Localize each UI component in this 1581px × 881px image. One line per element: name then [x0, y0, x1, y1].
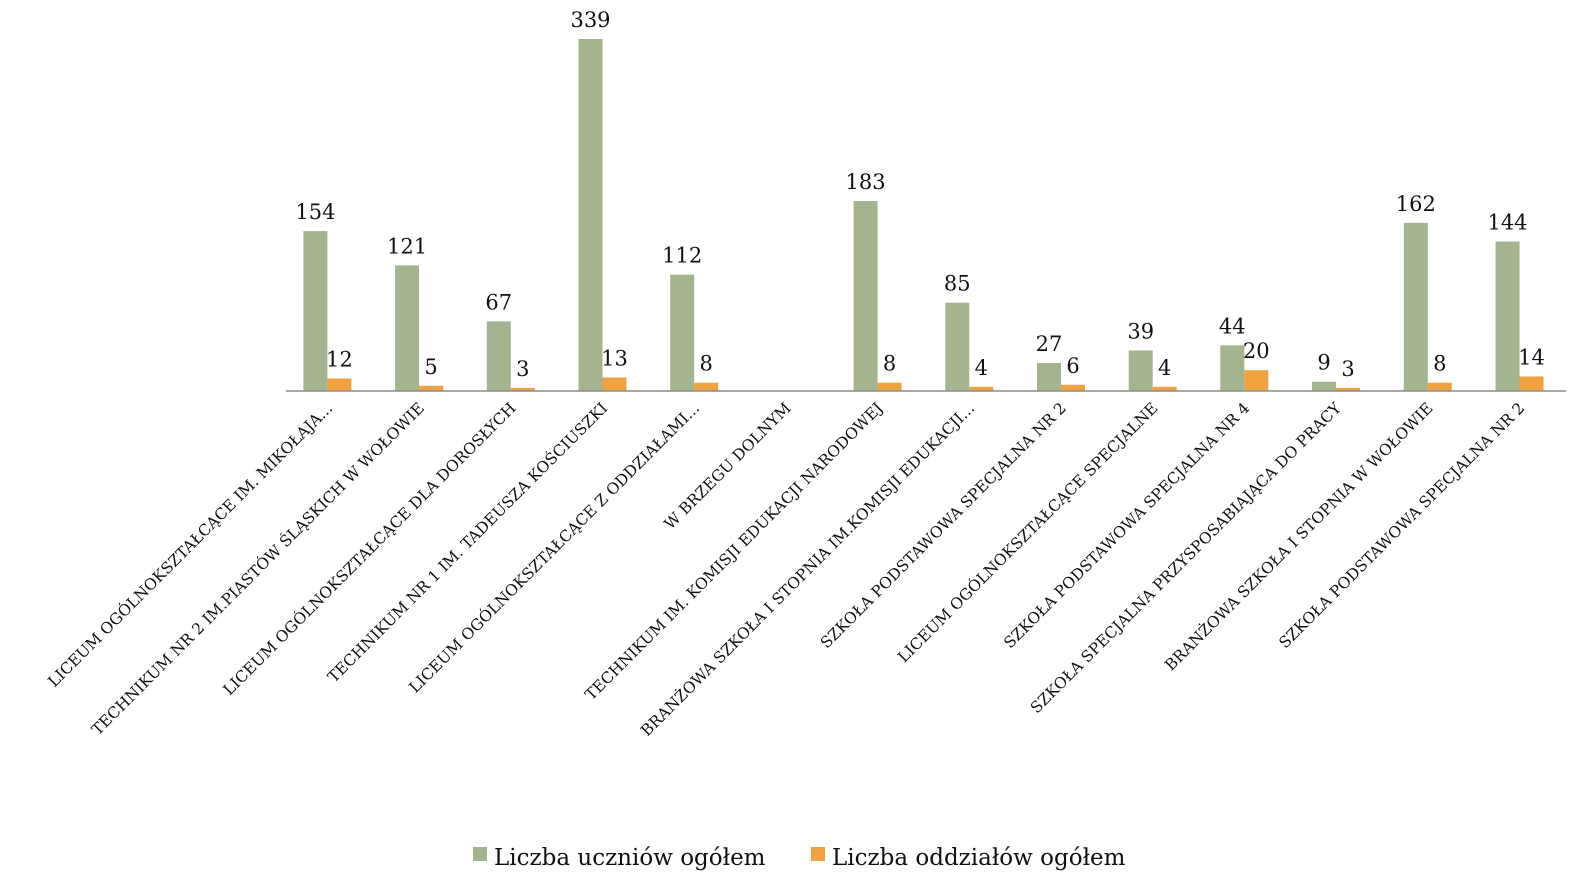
data-label-series-0-cat-13: 144 — [1487, 211, 1527, 235]
bar-series-1-cat-0 — [327, 378, 352, 391]
data-label-series-0-cat-12: 162 — [1396, 192, 1436, 216]
bar-series-1-cat-1 — [419, 385, 444, 391]
data-label-series-1-cat-4: 8 — [700, 352, 713, 376]
data-label-series-1-cat-13: 14 — [1518, 346, 1545, 370]
data-label-series-1-cat-8: 6 — [1066, 354, 1079, 378]
x-tick-label-1: TECHNIKUM NR 2 IM.PIASTÓW ŚLĄSKICH W WOŁ… — [88, 399, 428, 739]
data-label-series-0-cat-8: 27 — [1036, 332, 1063, 356]
legend-swatch-series-1 — [811, 847, 825, 861]
bar-series-1-cat-8 — [1061, 384, 1085, 391]
bar-series-0-cat-13 — [1495, 241, 1520, 391]
legend: Liczba uczniów ogółem Liczba oddziałów o… — [473, 845, 1126, 871]
data-label-series-1-cat-2: 3 — [516, 357, 529, 381]
bar-series-0-cat-4 — [670, 274, 695, 391]
data-label-series-0-cat-11: 9 — [1317, 351, 1330, 375]
bar-series-1-cat-6 — [877, 382, 902, 391]
x-tick-labels-group: LICEUM OGÓLNOKSZTAŁCĄCE IM. MIKOŁAJA...T… — [45, 399, 1529, 740]
legend-label-series-1: Liczba oddziałów ogółem — [832, 845, 1126, 871]
bar-series-0-cat-0 — [303, 231, 328, 391]
bar-series-1-cat-7 — [969, 386, 994, 391]
bars-group — [303, 39, 1544, 391]
x-tick-label-6: TECHNIKUM IM. KOMISJI EDUKACJI NARODOWEJ — [582, 399, 887, 704]
bar-series-1-cat-4 — [694, 382, 719, 391]
legend-label-series-0: Liczba uczniów ogółem — [494, 845, 766, 871]
data-label-series-0-cat-10: 44 — [1219, 314, 1246, 338]
x-tick-label-11: SZKOŁA SPECJALNA PRZYSPOSABIAJĄCA DO PRA… — [1027, 399, 1345, 717]
data-label-series-1-cat-3: 13 — [601, 347, 628, 371]
bar-series-0-cat-10 — [1220, 345, 1245, 391]
bar-series-0-cat-12 — [1403, 222, 1428, 391]
bar-series-1-cat-2 — [510, 387, 535, 391]
bar-series-0-cat-2 — [486, 321, 511, 391]
data-label-series-0-cat-1: 121 — [387, 234, 427, 258]
bar-series-1-cat-11 — [1336, 387, 1360, 391]
data-label-series-1-cat-1: 5 — [424, 355, 437, 379]
bar-series-1-cat-13 — [1519, 376, 1544, 391]
bar-series-0-cat-11 — [1312, 381, 1336, 391]
data-label-series-0-cat-3: 339 — [570, 8, 610, 32]
bar-series-1-cat-3 — [602, 377, 627, 391]
bar-series-1-cat-9 — [1152, 386, 1177, 391]
x-tick-label-7: BRANŻOWA SZKOŁA I STOPNIA IM.KOMISJI EDU… — [637, 399, 978, 740]
legend-swatch-series-0 — [473, 847, 487, 861]
data-label-series-1-cat-10: 20 — [1243, 339, 1270, 363]
bar-series-0-cat-9 — [1128, 350, 1153, 391]
data-label-series-1-cat-7: 4 — [975, 356, 988, 380]
data-label-series-0-cat-4: 112 — [662, 244, 702, 268]
data-label-series-1-cat-6: 8 — [883, 352, 896, 376]
data-label-series-0-cat-2: 67 — [485, 290, 512, 314]
bar-series-1-cat-12 — [1427, 382, 1452, 391]
data-label-series-0-cat-0: 154 — [295, 200, 335, 224]
bar-series-0-cat-7 — [945, 302, 970, 391]
bar-series-0-cat-1 — [395, 265, 420, 391]
data-label-series-1-cat-9: 4 — [1158, 356, 1171, 380]
data-label-series-0-cat-6: 183 — [846, 170, 886, 194]
data-label-series-1-cat-11: 3 — [1341, 357, 1354, 381]
bar-series-1-cat-10 — [1244, 370, 1269, 391]
bar-series-0-cat-3 — [578, 39, 603, 391]
data-label-series-1-cat-12: 8 — [1433, 352, 1446, 376]
data-label-series-1-cat-0: 12 — [326, 348, 353, 372]
data-label-series-0-cat-9: 39 — [1127, 320, 1154, 344]
bar-series-0-cat-8 — [1037, 363, 1061, 391]
bar-series-0-cat-6 — [853, 201, 878, 391]
data-label-series-0-cat-7: 85 — [944, 272, 971, 296]
